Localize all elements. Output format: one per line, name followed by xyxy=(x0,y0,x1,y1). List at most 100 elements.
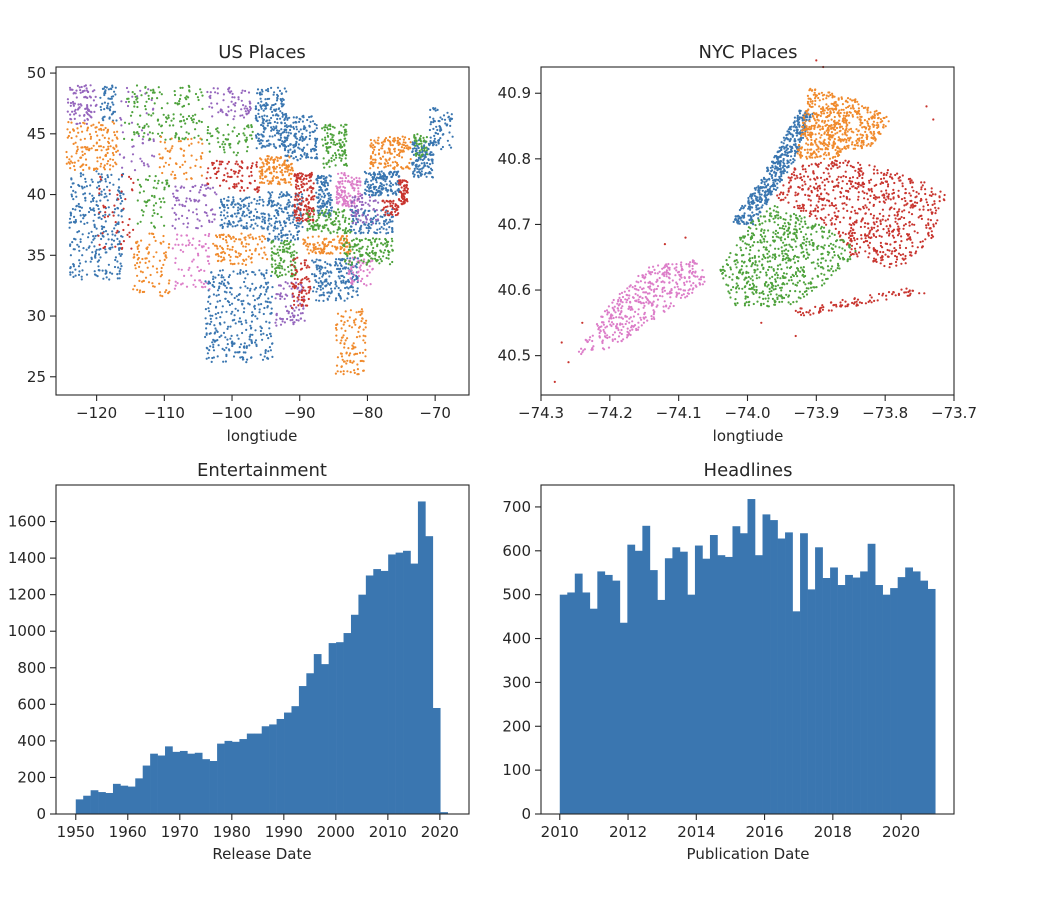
scatter-point xyxy=(92,207,95,210)
scatter-point xyxy=(353,371,356,374)
scatter-point xyxy=(263,221,266,224)
scatter-point xyxy=(262,332,265,335)
scatter-point xyxy=(79,91,82,94)
scatter-point xyxy=(213,324,216,327)
scatter-point xyxy=(277,107,280,111)
scatter-point xyxy=(279,224,282,227)
scatter-point xyxy=(85,273,89,276)
scatter-point xyxy=(234,101,237,105)
scatter-point xyxy=(114,245,117,248)
scatter-point xyxy=(365,319,368,322)
scatter-point xyxy=(357,187,360,190)
scatter-point xyxy=(90,178,93,181)
scatter-point xyxy=(211,106,214,109)
scatter-point xyxy=(300,262,303,265)
scatter-point xyxy=(239,204,242,207)
scatter-point xyxy=(355,249,358,252)
scatter-point xyxy=(261,174,264,177)
scatter-point xyxy=(295,210,298,213)
scatter-point xyxy=(339,238,342,241)
scatter-point xyxy=(421,158,424,162)
scatter-point xyxy=(190,142,193,145)
scatter-point xyxy=(249,182,252,185)
scatter-point xyxy=(113,147,116,150)
scatter-point xyxy=(345,351,348,354)
scatter-point xyxy=(233,104,237,107)
scatter-point xyxy=(178,97,182,101)
scatter-point xyxy=(329,281,332,285)
scatter-point xyxy=(378,255,381,258)
scatter-point xyxy=(212,349,216,352)
scatter-point xyxy=(305,135,308,139)
scatter-point xyxy=(119,196,123,200)
scatter-point xyxy=(239,217,242,220)
scatter-point xyxy=(235,215,238,218)
scatter-point xyxy=(267,122,270,125)
scatter-point xyxy=(438,138,441,142)
scatter-point xyxy=(335,285,338,288)
scatter-point xyxy=(397,206,400,209)
scatter-point xyxy=(139,270,142,273)
scatter-point xyxy=(163,224,166,227)
scatter-point xyxy=(179,166,182,169)
scatter-point xyxy=(347,248,351,251)
scatter-point xyxy=(144,178,148,181)
scatter-point xyxy=(278,196,281,199)
scatter-point xyxy=(268,222,271,225)
scatter-point xyxy=(384,211,387,214)
scatter-point xyxy=(367,229,370,232)
scatter-point xyxy=(370,190,373,193)
scatter-point xyxy=(131,91,134,94)
scatter-point xyxy=(406,191,409,194)
scatter-point xyxy=(335,328,338,331)
scatter-point xyxy=(326,218,329,221)
scatter-point xyxy=(190,177,193,180)
scatter-point xyxy=(330,287,333,290)
scatter-point xyxy=(131,153,135,156)
scatter-point xyxy=(350,326,354,329)
scatter-point xyxy=(188,85,191,89)
scatter-point xyxy=(165,120,168,123)
scatter-point xyxy=(156,119,159,122)
scatter-point xyxy=(235,154,238,157)
scatter-point xyxy=(305,177,308,180)
scatter-point xyxy=(122,228,125,232)
scatter-point xyxy=(96,148,99,152)
scatter-point xyxy=(248,344,251,347)
scatter-point xyxy=(383,249,387,252)
scatter-point xyxy=(210,360,213,363)
scatter-point xyxy=(72,220,76,223)
scatter-point xyxy=(322,273,325,276)
scatter-point xyxy=(406,181,409,184)
scatter-point xyxy=(378,222,381,225)
scatter-point xyxy=(347,205,350,208)
scatter-point xyxy=(132,181,135,184)
scatter-point xyxy=(238,350,241,354)
scatter-point xyxy=(238,165,241,168)
scatter-point xyxy=(211,115,214,118)
scatter-point xyxy=(133,253,136,256)
scatter-point xyxy=(325,208,328,211)
scatter-point xyxy=(92,144,95,147)
scatter-point xyxy=(259,170,262,173)
scatter-point xyxy=(220,260,223,263)
scatter-point xyxy=(258,92,261,95)
scatter-point xyxy=(338,156,341,159)
scatter-point xyxy=(108,181,111,184)
scatter-point xyxy=(181,282,184,285)
scatter-point xyxy=(162,197,165,200)
scatter-point xyxy=(308,222,311,225)
scatter-point xyxy=(204,280,207,283)
scatter-point xyxy=(283,248,286,251)
scatter-point xyxy=(359,228,362,231)
scatter-point xyxy=(340,365,343,368)
scatter-point xyxy=(254,134,258,137)
scatter-point xyxy=(69,214,72,217)
scatter-point xyxy=(213,244,217,247)
scatter-point xyxy=(150,114,153,117)
scatter-point xyxy=(298,291,301,294)
scatter-point xyxy=(290,306,293,309)
scatter-point xyxy=(287,265,290,269)
scatter-point xyxy=(279,293,282,296)
scatter-point xyxy=(275,132,279,135)
